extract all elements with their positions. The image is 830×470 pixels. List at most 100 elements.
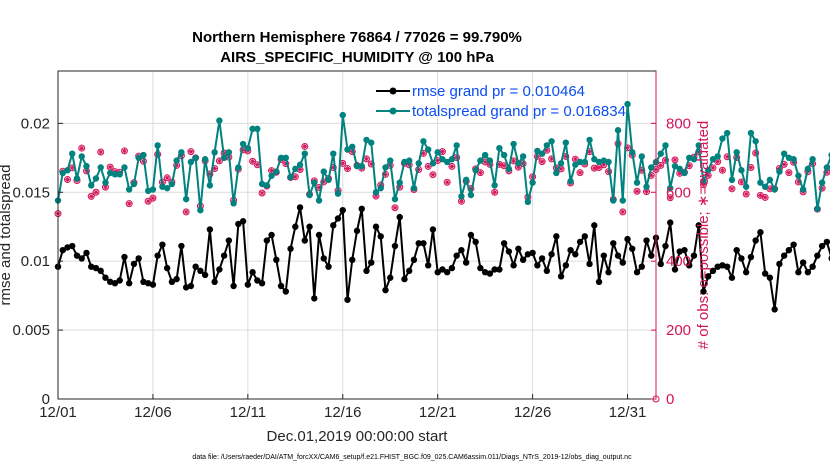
totalspread-point [73, 175, 81, 182]
totalspread-point [742, 183, 750, 190]
rmse-point [795, 269, 802, 276]
rmse-point [249, 269, 256, 276]
totalspread-point [709, 156, 717, 163]
rmse-point [462, 259, 470, 266]
obs-point [424, 162, 432, 170]
rmse-point [254, 277, 261, 284]
rmse-point [258, 280, 266, 287]
rmse-point [510, 262, 517, 269]
totalspread-point [814, 205, 821, 213]
rmse-point [809, 263, 816, 270]
totalspread-point [201, 156, 209, 163]
totalspread-point [548, 138, 555, 145]
totalspread-point [391, 195, 399, 203]
rmse-point [372, 223, 380, 230]
totalspread-point [154, 142, 161, 149]
totalspread-point [790, 156, 797, 163]
obs-point [576, 169, 584, 177]
totalspread-point [705, 167, 712, 174]
rmse-point [500, 240, 508, 247]
x-axis-label: Dec.01,2019 00:00:00 start [267, 428, 449, 445]
totalspread-point [197, 206, 204, 214]
obs-point [215, 157, 223, 165]
totalspread-point [239, 140, 247, 148]
totalspread-point [225, 149, 233, 156]
totalspread-point [572, 161, 579, 168]
totalspread-point [733, 149, 740, 156]
totalspread-point [448, 156, 456, 163]
totalspread-point [629, 149, 636, 156]
data-file-footnote: data file: /Users/raeder/DAI/ATM_forcXX/… [192, 454, 632, 461]
totalspread-point [429, 160, 437, 167]
totalspread-point [681, 169, 688, 177]
rmse-point [73, 252, 81, 259]
obs-point [491, 188, 499, 196]
rmse-point [496, 266, 503, 273]
obs-point [448, 162, 456, 170]
rmse-point [225, 237, 233, 244]
obs-point [761, 193, 769, 201]
totalspread-point [192, 154, 199, 162]
totalspread-point [178, 149, 185, 156]
totalspread-point [695, 142, 702, 149]
totalspread-point [277, 154, 285, 162]
totalspread-point [320, 168, 327, 175]
rmse-point [277, 282, 285, 290]
totalspread-point [823, 164, 830, 171]
rmse-point [752, 237, 759, 244]
rmse-point [657, 260, 664, 268]
rmse-point [671, 266, 679, 273]
rmse-point [667, 219, 674, 226]
totalspread-point [780, 150, 788, 157]
obs-point [344, 165, 352, 173]
rmse-point [201, 271, 209, 279]
totalspread-point [334, 190, 342, 197]
rmse-point [168, 278, 176, 286]
rmse-point [273, 256, 280, 264]
totalspread-point [443, 158, 451, 166]
obs-point [647, 171, 655, 179]
totalspread-point [576, 158, 584, 166]
totalspread-point [486, 157, 494, 164]
rmse-point [814, 252, 821, 259]
totalspread-point [662, 142, 669, 149]
rmse-point [614, 252, 622, 259]
obs-point [633, 187, 641, 195]
rmse-point [434, 269, 441, 276]
totalspread-point [273, 168, 280, 175]
y-tick-label: 0 [42, 391, 50, 408]
rmse-point [695, 222, 702, 229]
totalspread-point [353, 162, 361, 170]
x-tick-label: 12/21 [419, 404, 457, 421]
totalspread-line [57, 103, 830, 212]
totalspread-point [657, 150, 664, 157]
totalspread-point [325, 176, 332, 184]
rmse-point [159, 241, 166, 248]
totalspread-point [216, 117, 223, 124]
rmse-point [154, 252, 161, 259]
rmse-point [562, 262, 570, 269]
rmse-point [761, 270, 769, 277]
rmse-point [287, 245, 294, 252]
totalspread-point [125, 186, 133, 193]
rmse-point [818, 242, 826, 250]
legend-rmse-marker [389, 87, 397, 95]
totalspread-point [368, 139, 375, 146]
rmse-point [216, 266, 223, 273]
rmse-point [586, 260, 593, 268]
totalspread-point [434, 149, 441, 156]
rmse-point [681, 246, 688, 254]
rmse-point [301, 237, 308, 244]
rmse-point [330, 222, 337, 229]
rmse-point [643, 237, 650, 244]
rmse-point [723, 263, 731, 270]
rmse-point [538, 255, 546, 262]
rmse-point [396, 213, 403, 221]
y-tick-label: 0.015 [12, 184, 50, 201]
obs-point [149, 194, 157, 202]
rmse-point [415, 240, 422, 247]
obs-point [443, 178, 451, 186]
obs-point [258, 189, 266, 197]
x-tick-label: 12/01 [39, 404, 77, 421]
rmse-point [742, 269, 750, 276]
